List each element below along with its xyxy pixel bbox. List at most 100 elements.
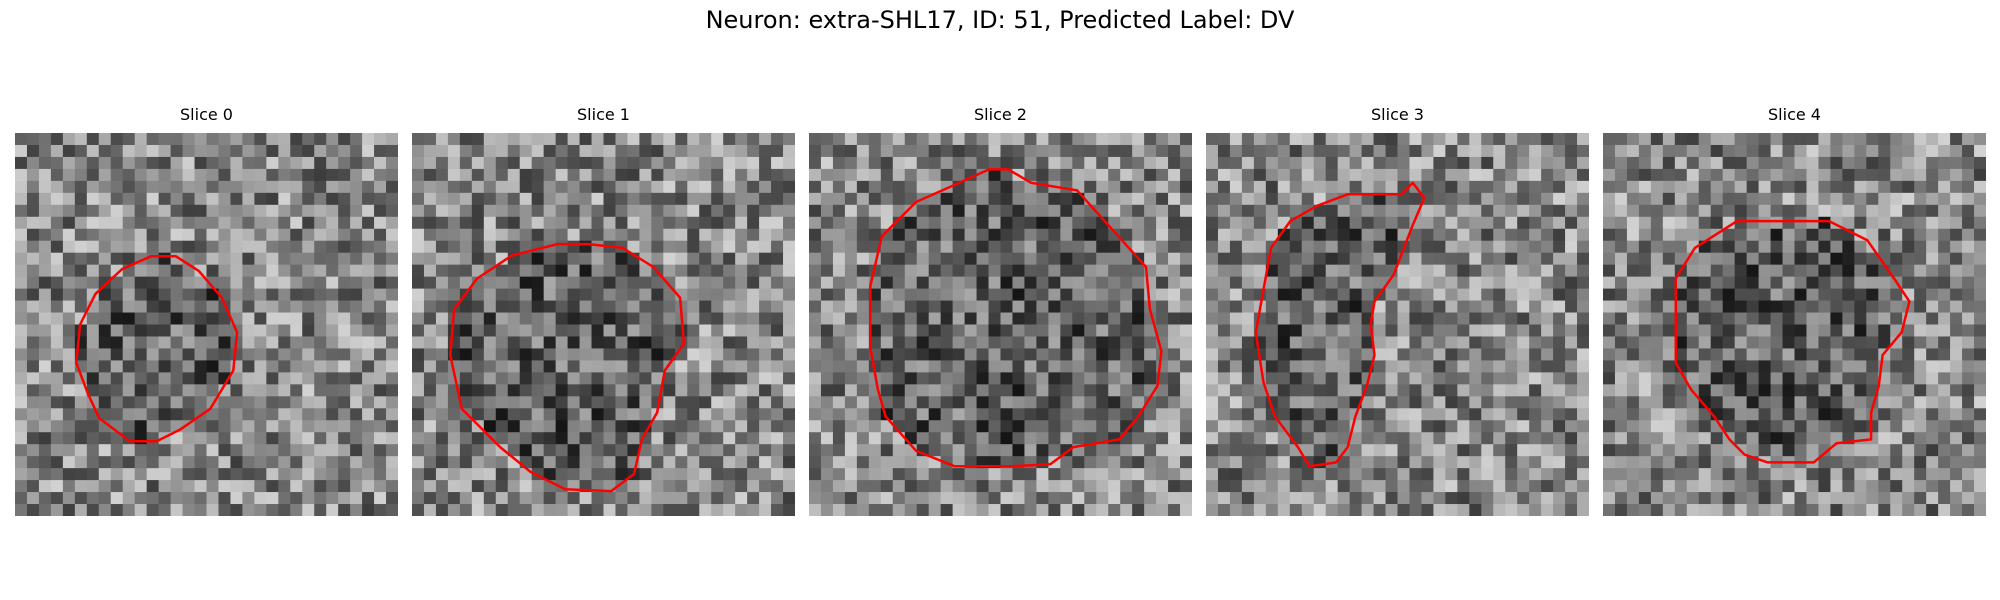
image-pixel [1603,313,1616,326]
image-pixel [242,325,255,338]
image-pixel [1663,325,1676,338]
image-pixel [651,444,664,457]
image-pixel [1060,348,1073,361]
image-pixel [496,480,509,493]
image-pixel [821,181,834,194]
image-pixel [1505,217,1518,230]
image-pixel [374,396,387,409]
panel-title: Slice 1 [412,105,795,124]
image-pixel [1302,241,1315,254]
image-pixel [1687,360,1700,373]
image-pixel [687,480,700,493]
image-pixel [1350,480,1363,493]
image-pixel [1060,432,1073,445]
image-pixel [1481,372,1494,385]
image-pixel [1902,265,1915,278]
image-pixel [821,265,834,278]
image-pixel [266,336,279,349]
image-pixel [508,169,521,182]
image-pixel [15,456,28,469]
image-pixel [63,480,76,493]
image-pixel [1001,492,1014,505]
image-pixel [374,504,387,516]
image-pixel [771,205,784,218]
image-pixel [350,396,363,409]
image-pixel [965,444,978,457]
image-pixel [1156,492,1169,505]
image-pixel [1962,301,1975,314]
image-pixel [771,444,784,457]
image-pixel [1350,253,1363,266]
image-pixel [1048,145,1061,158]
image-pixel [1553,336,1566,349]
image-pixel [63,157,76,170]
image-pixel [386,277,398,290]
image-pixel [1230,169,1243,182]
image-pixel [386,360,398,373]
image-pixel [111,325,124,338]
image-pixel [1759,181,1772,194]
image-pixel [111,336,124,349]
image-pixel [520,217,533,230]
image-pixel [496,420,509,433]
image-pixel [350,289,363,302]
image-pixel [1481,217,1494,230]
image-pixel [1060,253,1073,266]
image-pixel [1012,181,1025,194]
image-pixel [1433,325,1446,338]
image-pixel [1302,432,1315,445]
image-pixel [1206,157,1219,170]
image-pixel [735,480,748,493]
image-pixel [1866,181,1879,194]
image-pixel [1723,133,1736,146]
image-pixel [1830,384,1843,397]
image-pixel [1902,360,1915,373]
image-pixel [207,301,220,314]
image-pixel [1759,205,1772,218]
image-pixel [604,444,617,457]
image-pixel [1084,325,1097,338]
image-pixel [857,313,870,326]
image-pixel [75,444,88,457]
image-pixel [1302,336,1315,349]
image-pixel [135,336,148,349]
image-pixel [699,325,712,338]
image-pixel [302,360,315,373]
image-pixel [1469,265,1482,278]
image-pixel [338,205,351,218]
image-pixel [1254,480,1267,493]
image-pixel [1553,277,1566,290]
image-pixel [953,325,966,338]
image-pixel [1565,384,1578,397]
image-pixel [1445,480,1458,493]
image-pixel [374,336,387,349]
image-pixel [1278,289,1291,302]
image-pixel [1386,504,1399,516]
image-pixel [1878,420,1891,433]
image-pixel [183,492,196,505]
image-pixel [183,396,196,409]
image-pixel [436,181,449,194]
image-pixel [1493,348,1506,361]
image-pixel [711,348,724,361]
image-pixel [1084,384,1097,397]
image-pixel [869,145,882,158]
image-pixel [1878,205,1891,218]
image-pixel [123,504,136,516]
image-pixel [857,360,870,373]
image-pixel [1168,205,1181,218]
image-pixel [1457,313,1470,326]
image-pixel [1326,253,1339,266]
image-pixel [75,492,88,505]
image-pixel [723,265,736,278]
image-pixel [75,217,88,230]
image-pixel [1639,444,1652,457]
image-pixel [699,504,712,516]
image-pixel [532,289,545,302]
image-pixel [1962,133,1975,146]
image-pixel [111,145,124,158]
image-pixel [1639,384,1652,397]
image-pixel [604,372,617,385]
image-pixel [809,396,822,409]
image-pixel [278,336,291,349]
